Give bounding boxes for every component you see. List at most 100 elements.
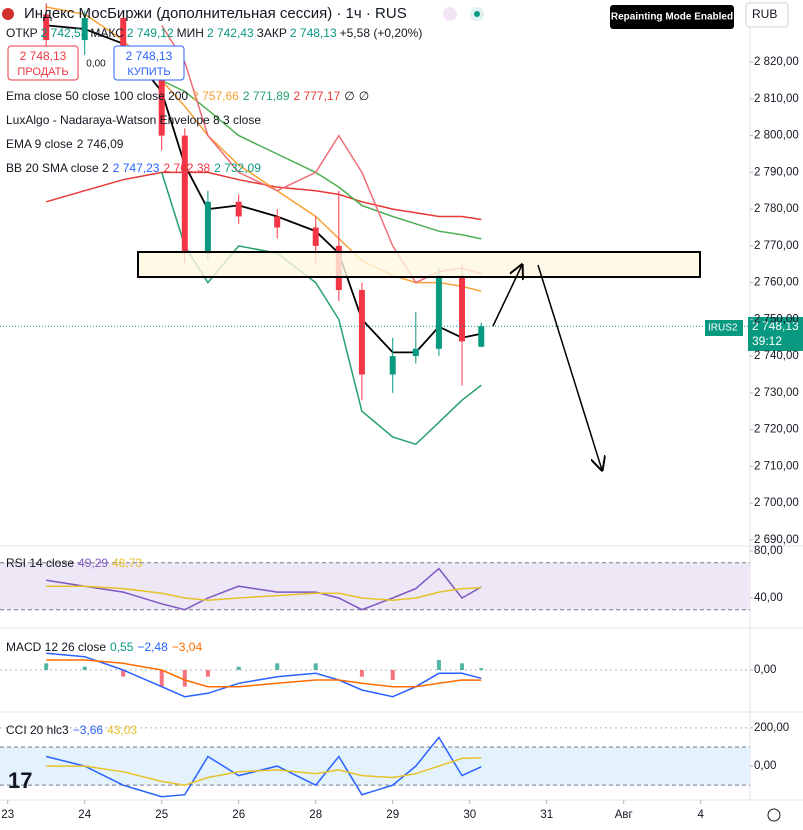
ohlc-item: 2 742,43 [207, 26, 254, 40]
x-tick-label: 28 [309, 809, 322, 821]
series-line [161, 79, 482, 240]
currency-button[interactable] [745, 2, 789, 28]
ohlc-row: ОТКР 2 742,53 МАКС 2 749,12 МИН 2 742,43 ЗАКР 2… [6, 26, 422, 40]
indicator-legend: CCI 20 hlc3 −3,66 43,03 [6, 723, 137, 737]
x-tick-label: 26 [232, 809, 245, 821]
legend-value: ∅ [359, 89, 369, 103]
legend-value: 2 746,09 [77, 137, 124, 151]
ohlc-item: ЗАКР [257, 26, 287, 40]
legend-value: 0,55 [110, 640, 134, 654]
y-tick-label: 2 810,00 [754, 93, 799, 105]
sell-label: ПРОДАТЬ [17, 66, 68, 78]
band-fill [0, 562, 750, 610]
y-tick-label: 2 760,00 [754, 277, 799, 289]
down-arrow[interactable] [537, 264, 602, 470]
candle-body [478, 326, 485, 347]
symbol-title: Индекс МосБиржи (дополнительная сессия) … [24, 5, 407, 22]
histogram-bar [44, 663, 49, 670]
histogram-bar [460, 663, 465, 670]
settings-icon[interactable] [767, 808, 781, 822]
sell-button[interactable] [7, 45, 79, 81]
y-tick-label: 2 700,00 [754, 497, 799, 509]
series-line [46, 736, 482, 798]
histogram-bar [479, 668, 484, 670]
price-tag-text: 2 748,13 [752, 319, 799, 333]
series-line [46, 24, 482, 354]
status-dot [474, 11, 480, 17]
countdown: 39:12 [752, 334, 782, 348]
y-tick-label: 2 780,00 [754, 203, 799, 215]
ohlc-item: 2 749,12 [127, 26, 174, 40]
histogram-bar [82, 666, 87, 670]
indicator-legend: RSI 14 close 49,29 48,73 [6, 556, 142, 570]
ohlc-item: 2 748,13 [290, 26, 337, 40]
y-tick-label: 2 710,00 [754, 460, 799, 472]
legend-value: 49,29 [78, 556, 108, 570]
buy-label: КУПИТЬ [127, 66, 170, 78]
legend-value: 2 732,09 [214, 161, 261, 175]
legend-value: 48,73 [112, 556, 142, 570]
legend-name: LuxAlgo - Nadaraya-Watson Envelope 8 3 c… [6, 113, 261, 127]
y-tick-label: 2 720,00 [754, 424, 799, 436]
x-tick-label: 24 [78, 809, 91, 821]
visibility-icon[interactable] [443, 7, 457, 21]
series-line [46, 757, 482, 786]
legend-value: 2 771,89 [243, 89, 290, 103]
histogram-bar [313, 663, 318, 670]
pane [0, 562, 750, 611]
buy-button[interactable] [113, 45, 185, 81]
legend-value: −3,66 [73, 723, 104, 737]
histogram-bar [390, 670, 395, 680]
y-tick-label: 2 820,00 [754, 56, 799, 68]
y-tick-label: 0,00 [754, 664, 776, 676]
candle-body [412, 348, 419, 357]
price-tag [748, 317, 803, 351]
candle-body [459, 275, 466, 342]
indicator-legend: EMA 9 close 2 746,09 [6, 137, 124, 151]
spread: 0,00 [86, 59, 106, 70]
ohlc-item: +5,58 (+0,20%) [340, 26, 423, 40]
legend-value: −3,04 [172, 640, 203, 654]
y-tick-label: 40,00 [754, 592, 783, 604]
candle-body [435, 275, 442, 349]
histogram-bar [436, 660, 441, 670]
buy-price: 2 748,13 [126, 49, 173, 63]
legend-name: MACD 12 26 close [6, 640, 106, 654]
x-tick-label: 25 [155, 809, 168, 821]
legend-value: 2 777,17 [294, 89, 341, 103]
y-tick-label: 2 770,00 [754, 240, 799, 252]
candle-body [43, 14, 50, 41]
histogram-bar [121, 670, 126, 677]
legend-value: 2 762,38 [163, 161, 210, 175]
y-tick-label: 2 790,00 [754, 166, 799, 178]
candle-body [120, 18, 127, 63]
histogram-bar [275, 663, 280, 670]
legend-value: 43,03 [107, 723, 137, 737]
up-arrow[interactable] [492, 265, 522, 327]
legend-name: BB 20 SMA close 2 [6, 161, 109, 175]
candle-body [181, 135, 188, 254]
x-tick-label: 29 [386, 809, 399, 821]
histogram-bar [205, 670, 210, 677]
ohlc-item: МАКС [90, 26, 124, 40]
series-line [46, 659, 482, 688]
zone-rectangle[interactable] [137, 251, 701, 278]
histogram-bar [236, 666, 241, 670]
y-tick-label: 2 740,00 [754, 350, 799, 362]
x-tick-label: 31 [540, 809, 553, 821]
ohlc-item: ОТКР [6, 26, 38, 40]
legend-value: 2 747,23 [113, 161, 160, 175]
series-line [160, 172, 482, 446]
candle-body [358, 289, 365, 375]
badge [610, 5, 734, 29]
badge-text: Repainting Mode Enabled [611, 12, 733, 23]
pane [0, 652, 750, 698]
symbol-tag-text: IRUS2 [708, 323, 738, 334]
legend-name: EMA 9 close [6, 137, 73, 151]
y-tick-label: 2 800,00 [754, 130, 799, 142]
pane [0, 727, 750, 798]
band-fill [0, 746, 750, 786]
y-tick-label: 0,00 [754, 760, 776, 772]
